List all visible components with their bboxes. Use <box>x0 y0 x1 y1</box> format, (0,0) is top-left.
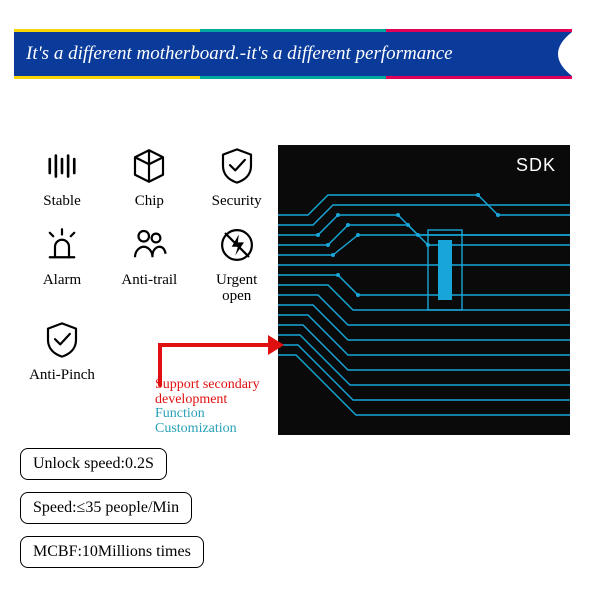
spec-item: MCBF:10Millions times <box>20 536 204 568</box>
feature-stable: Stable <box>20 145 104 210</box>
sdk-label: SDK <box>516 155 556 176</box>
anti-trail-icon <box>128 224 170 266</box>
feature-label: Urgent open <box>216 272 257 305</box>
alarm-icon <box>41 224 83 266</box>
feature-label: Alarm <box>43 272 81 289</box>
spec-item: Speed:≤35 people/Min <box>20 492 192 524</box>
feature-chip: Chip <box>107 145 191 210</box>
circuit-traces-graphic <box>278 145 570 435</box>
callout-line: Support secondary <box>155 378 260 393</box>
feature-label: Stable <box>43 193 81 210</box>
urgent-open-icon <box>216 224 258 266</box>
feature-anti-pinch: Anti-Pinch <box>20 319 104 384</box>
feature-security: Security <box>195 145 279 210</box>
feature-urgent-open: Urgent open <box>195 224 279 305</box>
anti-pinch-icon <box>41 319 83 361</box>
title-banner: It's a different motherboard.-it's a dif… <box>14 32 572 76</box>
bottom-accent-stripe <box>14 76 572 79</box>
security-icon <box>216 145 258 187</box>
feature-label: Security <box>212 193 262 210</box>
spec-list: Unlock speed:0.2S Speed:≤35 people/Min M… <box>20 448 204 568</box>
feature-anti-trail: Anti-trail <box>107 224 191 305</box>
callout-text: Support secondary development Function C… <box>155 378 260 437</box>
chip-icon <box>128 145 170 187</box>
callout-line: Function <box>155 407 260 422</box>
feature-label: Anti-Pinch <box>29 367 95 384</box>
stable-icon <box>41 145 83 187</box>
feature-label: Chip <box>135 193 164 210</box>
circuit-board-panel: SDK <box>278 145 570 435</box>
feature-alarm: Alarm <box>20 224 104 305</box>
top-accent-stripe <box>14 29 572 32</box>
feature-label: Anti-trail <box>121 272 177 289</box>
spec-item: Unlock speed:0.2S <box>20 448 167 480</box>
callout-line: development <box>155 393 260 408</box>
banner-text: It's a different motherboard.-it's a dif… <box>26 43 453 65</box>
callout-line: Customization <box>155 422 260 437</box>
